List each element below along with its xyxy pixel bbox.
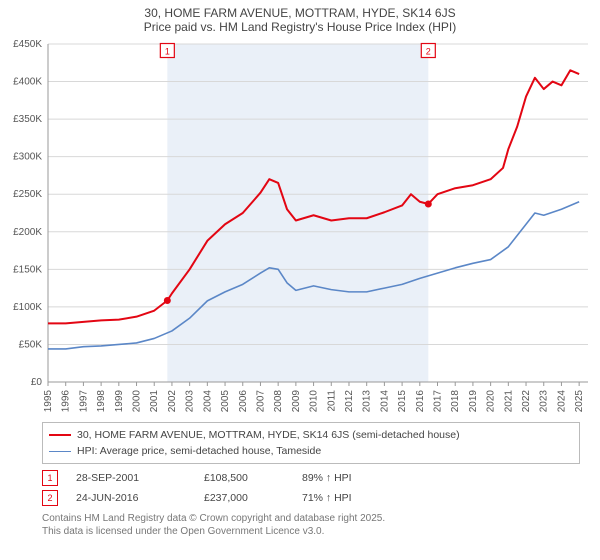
footnote: Contains HM Land Registry data © Crown c… (42, 512, 580, 538)
svg-text:2011: 2011 (326, 390, 337, 412)
svg-text:2021: 2021 (503, 390, 514, 413)
svg-text:2018: 2018 (450, 390, 461, 413)
chart-title-block: 30, HOME FARM AVENUE, MOTTRAM, HYDE, SK1… (0, 0, 600, 36)
svg-text:2015: 2015 (397, 390, 408, 413)
svg-text:2010: 2010 (309, 390, 320, 413)
table-row: 1 28-SEP-2001 £108,500 89% ↑ HPI (42, 468, 580, 488)
svg-text:1: 1 (165, 47, 170, 57)
svg-text:2023: 2023 (539, 390, 550, 413)
svg-text:£100K: £100K (13, 302, 42, 313)
svg-text:2022: 2022 (521, 390, 532, 413)
svg-text:£300K: £300K (13, 152, 42, 163)
svg-text:2000: 2000 (132, 390, 143, 413)
svg-text:£200K: £200K (13, 227, 42, 238)
svg-text:2017: 2017 (433, 390, 444, 413)
footnote-line-2: This data is licensed under the Open Gov… (42, 525, 580, 538)
legend-swatch-hpi (49, 451, 71, 452)
svg-text:2003: 2003 (185, 390, 196, 413)
svg-text:2008: 2008 (273, 390, 284, 413)
legend-label-hpi: HPI: Average price, semi-detached house,… (77, 445, 321, 457)
svg-text:2025: 2025 (574, 390, 585, 413)
legend-row-hpi: HPI: Average price, semi-detached house,… (49, 443, 573, 459)
svg-text:2002: 2002 (167, 390, 178, 413)
sale-hpi: 89% ↑ HPI (302, 472, 412, 484)
svg-text:£250K: £250K (13, 189, 42, 200)
svg-text:2: 2 (426, 47, 431, 57)
svg-text:2013: 2013 (362, 390, 373, 413)
svg-text:2007: 2007 (255, 390, 266, 413)
svg-text:£450K: £450K (13, 39, 42, 50)
title-line-2: Price paid vs. HM Land Registry's House … (10, 20, 590, 34)
svg-text:£350K: £350K (13, 114, 42, 125)
svg-text:1998: 1998 (96, 390, 107, 413)
svg-text:£50K: £50K (19, 339, 43, 350)
svg-text:2006: 2006 (238, 390, 249, 413)
svg-text:2005: 2005 (220, 390, 231, 413)
svg-text:2019: 2019 (468, 390, 479, 413)
sales-table: 1 28-SEP-2001 £108,500 89% ↑ HPI 2 24-JU… (42, 468, 580, 508)
legend-label-property: 30, HOME FARM AVENUE, MOTTRAM, HYDE, SK1… (77, 429, 460, 441)
svg-text:2020: 2020 (486, 390, 497, 413)
title-line-1: 30, HOME FARM AVENUE, MOTTRAM, HYDE, SK1… (10, 6, 590, 20)
sale-date: 28-SEP-2001 (76, 472, 186, 484)
svg-text:2012: 2012 (344, 390, 355, 413)
sale-date: 24-JUN-2016 (76, 492, 186, 504)
chart: £0 £50K £100K £150K £200K £250K £300K £350K £400… (0, 36, 600, 416)
legend-swatch-property (49, 434, 71, 436)
svg-text:2009: 2009 (291, 390, 302, 413)
footnote-line-1: Contains HM Land Registry data © Crown c… (42, 512, 580, 525)
sale-hpi: 71% ↑ HPI (302, 492, 412, 504)
table-row: 2 24-JUN-2016 £237,000 71% ↑ HPI (42, 488, 580, 508)
svg-text:2016: 2016 (415, 390, 426, 413)
svg-text:1996: 1996 (61, 390, 72, 413)
sale-price: £237,000 (204, 492, 284, 504)
svg-text:1999: 1999 (114, 390, 125, 413)
sale-price: £108,500 (204, 472, 284, 484)
sale-marker-2: 2 (42, 490, 58, 506)
svg-text:£0: £0 (31, 377, 43, 388)
svg-text:1995: 1995 (43, 390, 54, 413)
sale-marker-1: 1 (42, 470, 58, 486)
svg-text:2004: 2004 (202, 390, 213, 413)
svg-text:2024: 2024 (556, 390, 567, 413)
svg-text:2014: 2014 (379, 390, 390, 413)
svg-text:2001: 2001 (149, 390, 160, 413)
svg-text:£400K: £400K (13, 77, 42, 88)
legend: 30, HOME FARM AVENUE, MOTTRAM, HYDE, SK1… (42, 422, 580, 464)
legend-row-property: 30, HOME FARM AVENUE, MOTTRAM, HYDE, SK1… (49, 427, 573, 443)
svg-text:£150K: £150K (13, 264, 42, 275)
svg-text:1997: 1997 (78, 390, 89, 413)
